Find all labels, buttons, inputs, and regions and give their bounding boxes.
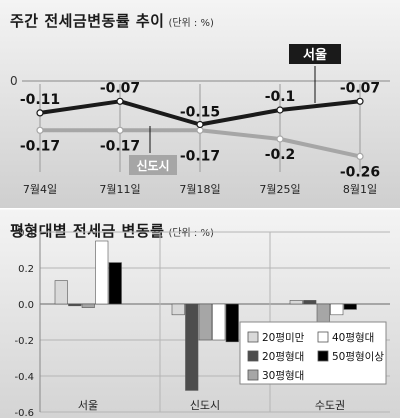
weekly-x-label-3: 7월25일 [259, 182, 300, 196]
size-category-label-0: 서울 [78, 399, 98, 412]
size-bar-2-3 [330, 303, 344, 316]
weekly-x-label-2: 7월18일 [179, 182, 220, 196]
weekly-value-labels: -0.11 -0.07 -0.15 -0.1 -0.07 -0.17 -0.17 -0.17 -… [20, 80, 380, 180]
size-chart-unit: (단위 : %) [168, 228, 214, 239]
legend-seoul-box [289, 44, 341, 64]
size-bars [54, 240, 357, 391]
size-bar-2-0 [289, 300, 303, 305]
size-bar-chart: 0.4 0.2 0.0 -0.2 -0.4 -0.6 서울 신도시 수도권 20평미만 20평형… [14, 228, 390, 418]
size-legend-swatch-1 [247, 350, 259, 362]
size-bar-0-1 [68, 303, 82, 307]
size-legend-swatch-2 [247, 369, 259, 381]
weekly-value-label-1-1: -0.17 [100, 138, 140, 154]
weekly-chart-title: 주간 전세금변동률 추이 [10, 12, 165, 30]
weekly-series [36, 97, 364, 160]
weekly-point-0-4 [356, 97, 364, 105]
weekly-point-1-0 [36, 126, 44, 134]
size-legend-label-0: 20평미만 [262, 332, 305, 344]
weekly-chart-unit: (단위 : %) [168, 18, 214, 29]
size-legend-label-3: 40평형대 [332, 332, 374, 344]
weekly-value-label-0-1: -0.07 [100, 80, 140, 96]
size-y-tick-label-0: 0.4 [18, 228, 34, 239]
size-bar-0-4 [108, 262, 122, 305]
size-legend: 20평미만 20평형대 30평형대 40평형대 50평형이상 [239, 321, 387, 385]
size-y-tick-label-2: 0.0 [18, 300, 34, 311]
weekly-x-label-0: 7월4일 [23, 182, 57, 196]
legend-newtown-box [129, 155, 177, 175]
size-category-labels: 서울 신도시 수도권 [78, 399, 345, 412]
size-bar-2-1 [303, 300, 317, 305]
weekly-value-label-0-3: -0.1 [265, 89, 296, 105]
size-bar-2-4 [343, 303, 357, 310]
size-bar-0-2 [81, 303, 95, 308]
weekly-x-label-4: 8월1일 [343, 182, 377, 196]
size-legend-swatch-0 [247, 331, 259, 343]
weekly-value-label-1-0: -0.17 [20, 138, 60, 154]
size-y-tick-label-4: -0.4 [14, 372, 34, 383]
size-category-label-2: 수도권 [315, 399, 345, 412]
weekly-point-0-2 [196, 120, 204, 129]
size-category-label-1: 신도시 [190, 399, 220, 412]
size-chart-panel: 평형대별 전세금 변동률 (단위 : %) 0.4 0.2 0.0 -0.2 -0.4 -0… [0, 208, 400, 418]
weekly-point-1-1 [116, 126, 124, 134]
size-legend-label-1: 20평형대 [262, 351, 304, 363]
size-bar-1-0 [171, 303, 185, 316]
size-bar-1-4 [225, 303, 239, 343]
weekly-value-label-0-0: -0.11 [20, 92, 60, 108]
weekly-point-1-4 [356, 152, 364, 160]
size-legend-swatch-4 [317, 350, 329, 362]
size-legend-label-4: 50평형이상 [332, 351, 384, 363]
size-y-tick-label-3: -0.2 [14, 336, 34, 347]
weekly-value-label-0-2: -0.15 [180, 105, 220, 121]
weekly-chart-panel: 주간 전세금변동률 추이 (단위 : %) 0 -0.11 -0.07 -0.15 -0… [0, 0, 400, 208]
weekly-value-label-1-4: -0.26 [340, 164, 380, 180]
size-bar-1-3 [212, 303, 226, 341]
weekly-point-1-3 [276, 135, 284, 143]
legend-seoul-label: 서울 [303, 47, 327, 63]
legend-newtown-label: 신도시 [136, 158, 169, 173]
weekly-x-labels: 7월4일 7월11일 7월18일 7월25일 8월1일 [23, 182, 377, 196]
size-legend-label-2: 30평형대 [262, 370, 304, 382]
size-bar-1-1 [185, 303, 199, 391]
weekly-value-label-1-3: -0.2 [265, 147, 296, 163]
weekly-x-label-1: 7월11일 [99, 182, 140, 196]
size-y-tick-label-1: 0.2 [18, 264, 34, 275]
size-legend-box [239, 321, 387, 385]
weekly-point-0-1 [116, 97, 124, 105]
weekly-point-0-3 [276, 106, 284, 114]
size-chart-title: 평형대별 전세금 변동률 [10, 222, 165, 240]
zero-axis-label: 0 [10, 74, 18, 88]
size-bar-1-2 [198, 303, 212, 341]
weekly-chart-title-block: 주간 전세금변동률 추이 (단위 : %) [10, 10, 214, 31]
weekly-line-chart: 0 -0.11-0.07-0.15-0.1-0.07-0.17 -0.17-0.1… [10, 44, 390, 196]
weekly-point-1-2 [196, 126, 204, 134]
size-bar-0-3 [95, 240, 109, 305]
weekly-value-label-0-4: -0.07 [340, 80, 380, 96]
weekly-point-0-0 [36, 109, 44, 117]
size-bar-0-0 [54, 280, 68, 305]
size-legend-swatch-3 [317, 331, 329, 343]
size-y-tick-label-5: -0.6 [14, 408, 34, 418]
weekly-value-label-1-2: -0.17 [180, 148, 220, 164]
size-y-tick-labels: 0.4 0.2 0.0 -0.2 -0.4 -0.6 [14, 228, 34, 418]
size-chart-title-block: 평형대별 전세금 변동률 (단위 : %) [10, 220, 214, 241]
